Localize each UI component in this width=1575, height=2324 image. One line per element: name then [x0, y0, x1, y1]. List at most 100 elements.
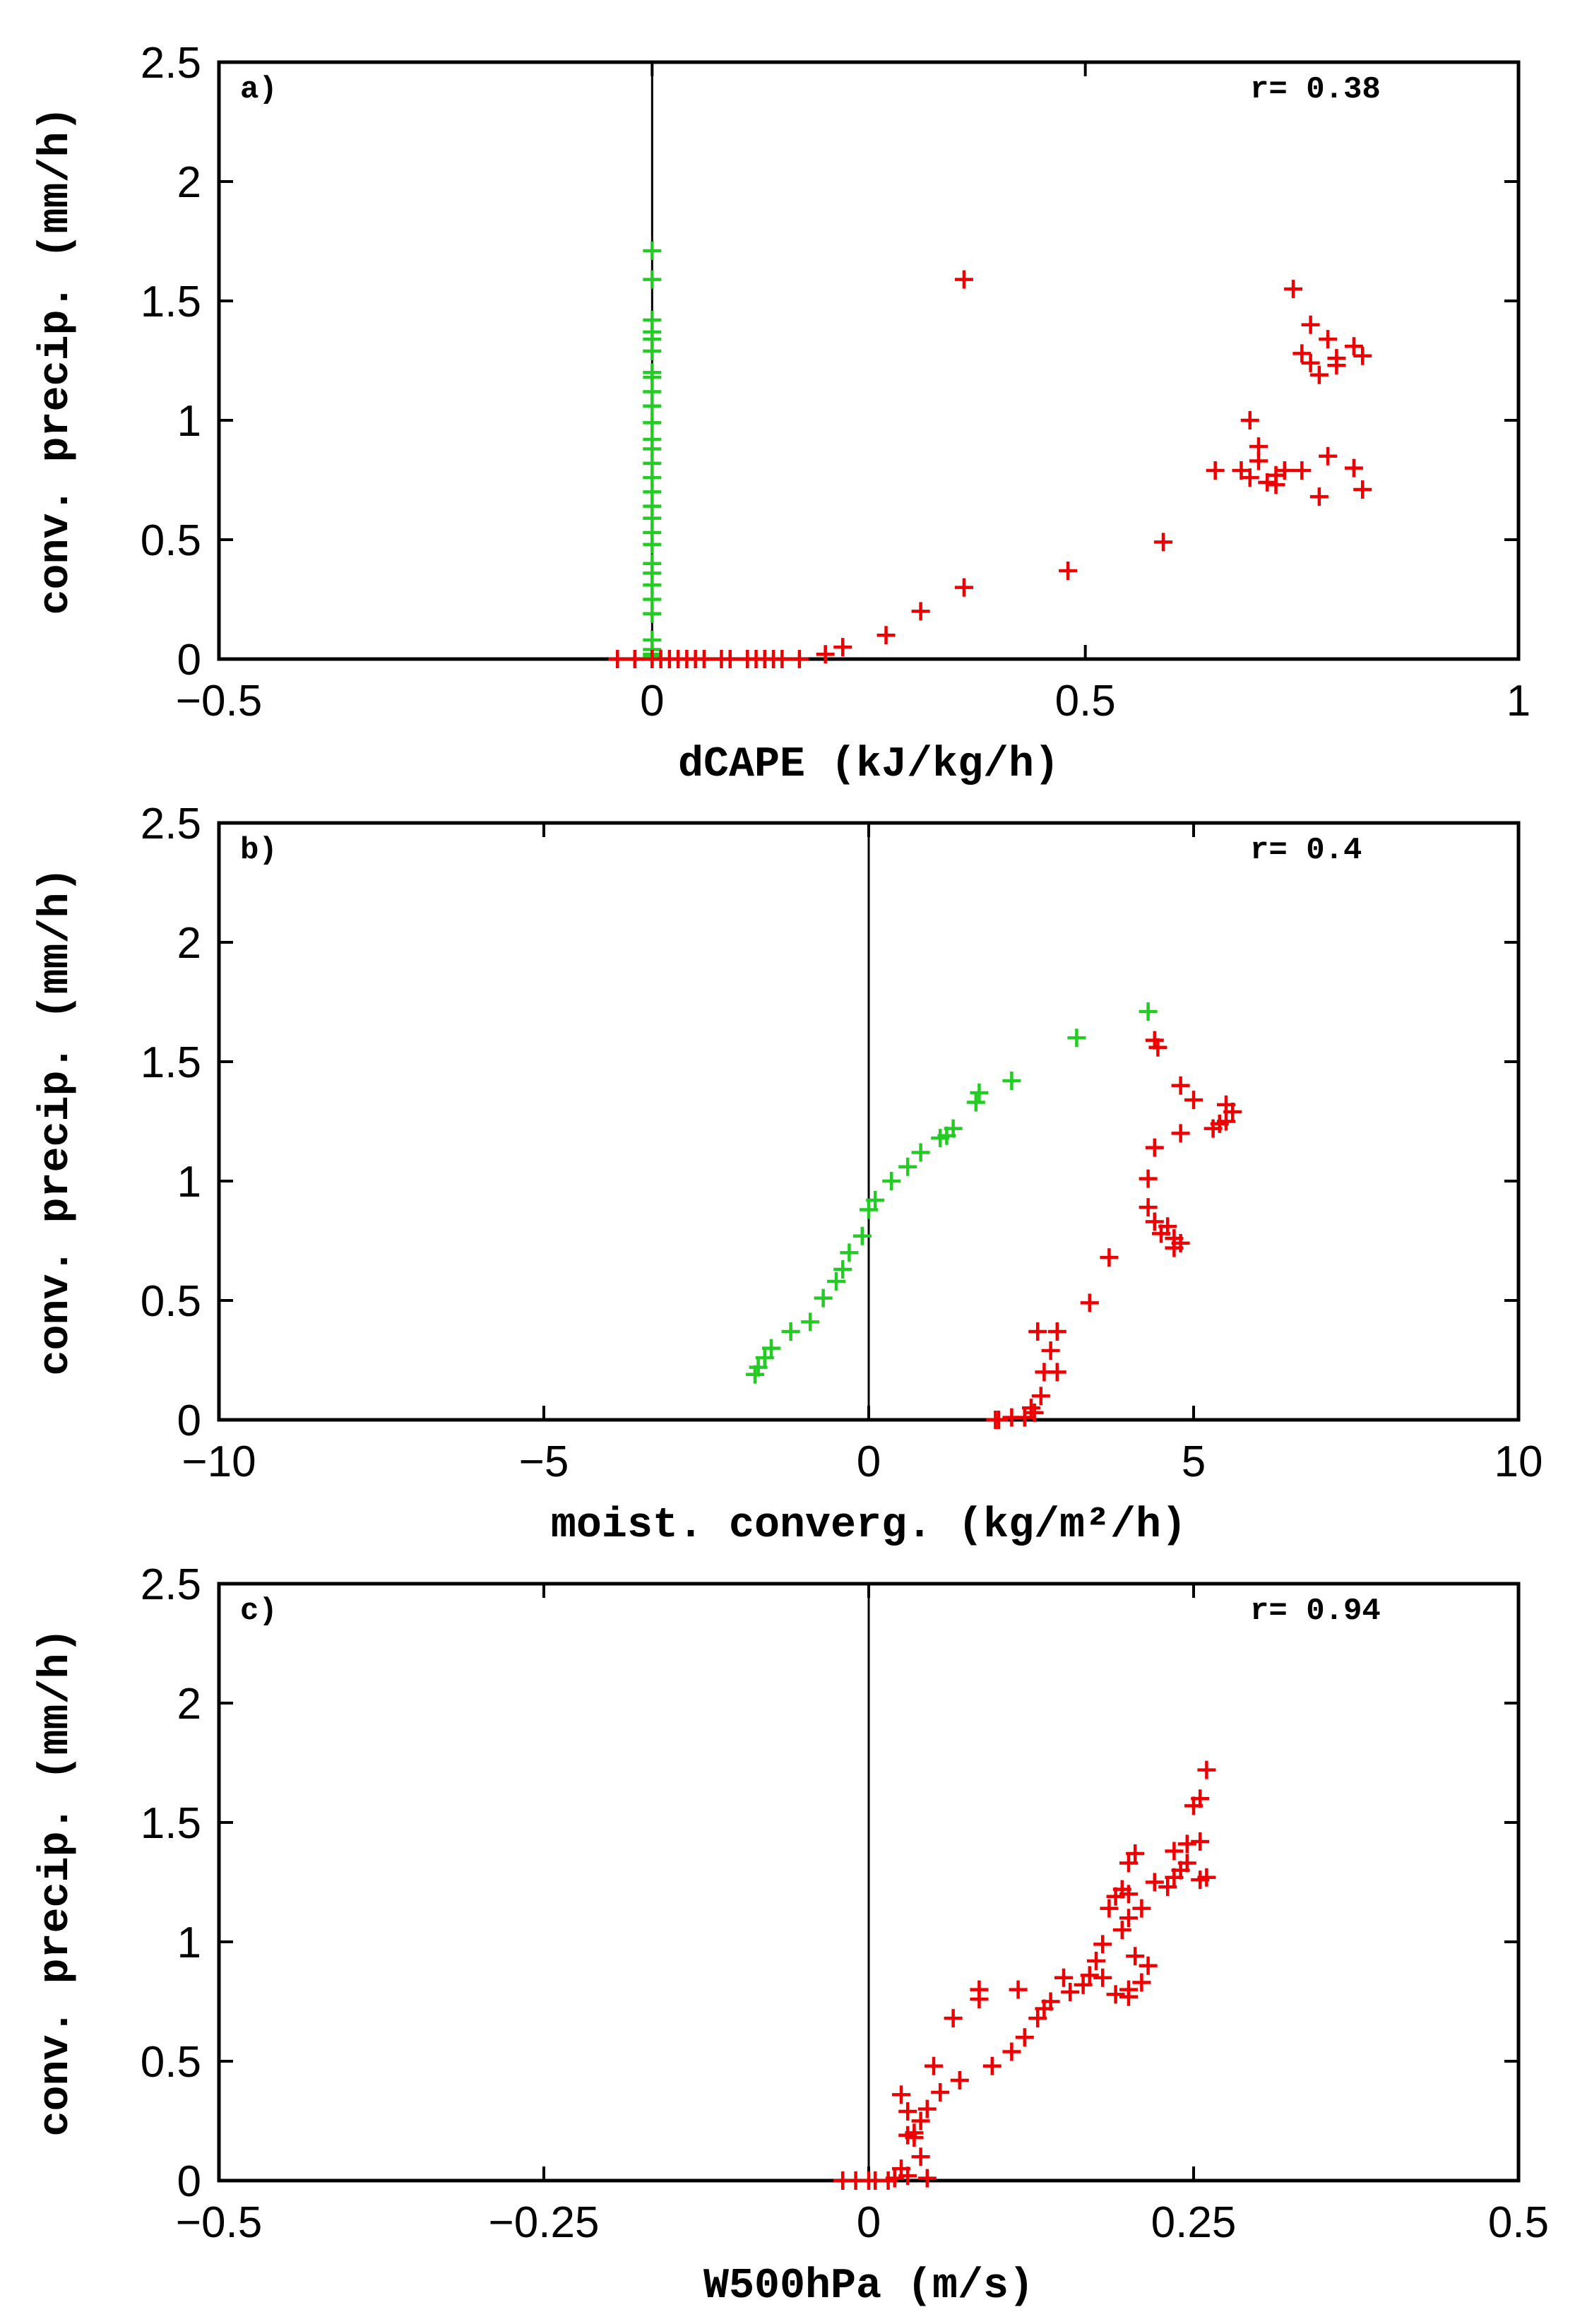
data-point-red [720, 650, 739, 668]
data-point-red [1258, 473, 1277, 492]
data-point-red [1074, 1975, 1093, 1994]
data-point-red [1093, 1935, 1112, 1954]
data-point-red [1100, 1899, 1119, 1918]
x-tick-label: 0 [857, 2198, 881, 2247]
data-point-red [944, 2009, 963, 2028]
data-point-red [1353, 346, 1372, 365]
data-point-red [1344, 458, 1363, 478]
data-point-red [1191, 1832, 1210, 1851]
data-point-green [1002, 1072, 1021, 1091]
data-point-green [970, 1083, 989, 1102]
y-axis-title: conv. precip. (mm/h) [32, 1628, 81, 2136]
data-point-red [694, 650, 713, 668]
data-point-green [852, 1226, 872, 1245]
panel-label: a) [240, 72, 278, 107]
data-point-red [1309, 487, 1329, 506]
data-point-red [1353, 480, 1372, 499]
y-tick-label: 2 [177, 919, 201, 968]
y-tick-label: 1 [177, 1919, 201, 1967]
data-point-red [1087, 1952, 1105, 1971]
plot-frame [217, 60, 1521, 661]
data-point-red [1275, 461, 1294, 480]
x-tick-label: 5 [1182, 1437, 1206, 1486]
data-point-red [1002, 2042, 1021, 2061]
data-point-green [643, 413, 662, 432]
data-point-red [1139, 1169, 1158, 1188]
x-tick-label: −0.5 [176, 677, 262, 725]
data-point-green [643, 270, 662, 289]
data-point-red [1132, 1973, 1151, 1992]
points-group [746, 1002, 1242, 1429]
y-tick-label: 0 [177, 2157, 201, 2206]
data-point-red [1171, 1124, 1190, 1143]
data-point-red [1106, 1887, 1125, 1906]
data-point-red [1002, 1408, 1021, 1427]
y-axis-title: conv. precip. (mm/h) [32, 867, 81, 1375]
points-group [833, 1760, 1216, 2190]
y-tick-label: 2.5 [141, 800, 201, 848]
data-point-green [643, 396, 662, 415]
data-point-red [1197, 1760, 1216, 1779]
data-point-red [1249, 451, 1268, 470]
data-point-green [833, 1260, 852, 1279]
data-point-red [1132, 1899, 1151, 1918]
data-point-red [1100, 1248, 1119, 1267]
data-point-green [866, 1191, 885, 1210]
x-tick-label: −5 [519, 1437, 569, 1486]
y-tick-label: 1.5 [141, 278, 201, 326]
data-point-red [1093, 1968, 1112, 1987]
data-point-red [1028, 1322, 1047, 1341]
data-point-red [1158, 1878, 1177, 1897]
data-point-red [790, 650, 809, 668]
data-point-red [1327, 356, 1346, 375]
data-point-green [643, 341, 662, 360]
data-point-red [1028, 2009, 1047, 2028]
data-point-red [1266, 475, 1285, 494]
data-point-red [1047, 1322, 1066, 1341]
data-point-red [1177, 1854, 1196, 1873]
y-tick-label: 0 [177, 1397, 201, 1445]
data-point-green [966, 1093, 985, 1112]
data-point-red [898, 2101, 917, 2121]
data-point-red [833, 2171, 852, 2190]
data-point-red [911, 2111, 930, 2130]
data-point-red [1240, 468, 1259, 487]
data-point-red [1106, 1985, 1125, 2004]
data-point-red [1292, 344, 1312, 363]
x-tick-label: 0.25 [1151, 2198, 1237, 2247]
data-point-red [1119, 1885, 1138, 1904]
panel-label: c) [240, 1594, 278, 1629]
y-tick-label: 2 [177, 158, 201, 207]
data-point-red [1171, 1076, 1190, 1095]
data-point-red [747, 650, 766, 668]
data-point-red [1148, 1038, 1167, 1057]
data-point-green [643, 535, 662, 554]
data-point-red [1240, 411, 1259, 429]
panel-a: a) r= 0.38 dCAPE (kJ/kg/h) conv. precip.… [32, 39, 1531, 789]
data-point-red [1059, 561, 1078, 580]
data-point-red [833, 638, 852, 657]
data-point-red [905, 2123, 924, 2142]
data-point-red [954, 578, 973, 597]
data-point-red [1139, 1198, 1158, 1217]
y-tick-label: 1 [177, 1158, 201, 1207]
data-point-red [1145, 1138, 1164, 1157]
data-point-red [1292, 461, 1312, 480]
data-point-green [827, 1271, 845, 1291]
tick-group: −0.5 0 0.5 100.511.522.5 [141, 39, 1531, 725]
data-point-red [1145, 1212, 1164, 1231]
data-point-red [1080, 1293, 1099, 1312]
data-point-red [898, 2166, 917, 2186]
y-tick-label: 1.5 [141, 1799, 201, 1848]
data-point-green [801, 1312, 820, 1332]
y-tick-label: 2.5 [141, 1560, 201, 1609]
data-point-red [1145, 1873, 1164, 1892]
y-tick-label: 0.5 [141, 516, 201, 565]
correlation-label: r= 0.4 [1250, 833, 1362, 868]
y-tick-label: 0 [177, 636, 201, 684]
data-point-red [1126, 1947, 1145, 1966]
data-point-green [762, 1339, 780, 1358]
data-point-red [876, 626, 896, 645]
data-point-green [746, 1365, 764, 1384]
data-point-red [1139, 1956, 1158, 1975]
